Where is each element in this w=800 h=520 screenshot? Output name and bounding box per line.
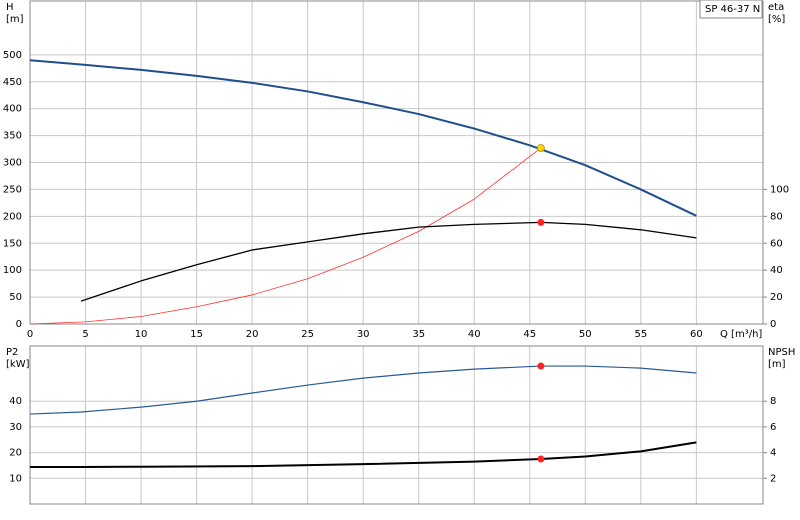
- y-axis-label: [m]: [6, 14, 24, 25]
- curve: [30, 441, 697, 469]
- duty-point: [537, 455, 545, 463]
- curve: [29, 365, 697, 415]
- y2-tick-label: 4: [770, 448, 776, 459]
- y2-axis-label: [m]: [768, 359, 786, 370]
- x-tick-label: 45: [523, 329, 536, 340]
- y-axis-label: H: [6, 2, 14, 13]
- curve: [29, 59, 697, 217]
- y2-tick-label: 20: [770, 292, 783, 303]
- y-tick-label: 500: [3, 50, 22, 61]
- legend-box: [699, 0, 763, 19]
- y-tick-label: 20: [9, 448, 22, 459]
- y-tick-label: 10: [9, 473, 22, 484]
- y2-tick-label: 6: [770, 422, 776, 433]
- x-tick-label: 30: [357, 329, 370, 340]
- plot-frame: [29, 345, 764, 505]
- x-tick-label: 50: [579, 329, 592, 340]
- y-axis-label: [kW]: [6, 359, 30, 370]
- curve: [80, 221, 697, 302]
- x-tick-label: 35: [412, 329, 425, 340]
- plot-frame: [29, 0, 764, 325]
- y2-axis-label: [%]: [768, 14, 785, 25]
- y2-tick-label: 0: [770, 319, 776, 330]
- y-tick-label: 400: [3, 104, 22, 115]
- y2-tick-label: 60: [770, 238, 783, 249]
- y-tick-label: 50: [9, 292, 22, 303]
- y-tick-label: 300: [3, 158, 22, 169]
- y-tick-label: 100: [3, 265, 22, 276]
- y2-axis-label: eta: [768, 2, 784, 13]
- x-tick-label: 10: [135, 329, 148, 340]
- y-tick-label: 150: [3, 238, 22, 249]
- y2-tick-label: 80: [770, 211, 783, 222]
- y-tick-label: 40: [9, 396, 22, 407]
- x-tick-label: 60: [690, 329, 703, 340]
- y-tick-label: 200: [3, 211, 22, 222]
- y-tick-label: 0: [16, 319, 22, 330]
- duty-point: [536, 144, 545, 152]
- y2-tick-label: 2: [770, 473, 776, 484]
- x-tick-label: 40: [468, 329, 481, 340]
- duty-point: [537, 362, 545, 370]
- y2-tick-label: 100: [770, 184, 789, 195]
- y-axis-label: P2: [6, 347, 18, 358]
- duty-point: [537, 218, 545, 226]
- y-tick-label: 450: [3, 77, 22, 88]
- y-tick-label: 30: [9, 422, 22, 433]
- y2-tick-label: 40: [770, 265, 783, 276]
- x-tick-label: 55: [634, 329, 647, 340]
- y2-axis-label: NPSH: [768, 347, 795, 358]
- y-tick-label: 350: [3, 131, 22, 142]
- x-tick-label: 0: [27, 329, 33, 340]
- y2-tick-label: 8: [770, 396, 776, 407]
- x-tick-label: 5: [82, 329, 88, 340]
- x-tick-label: 25: [301, 329, 314, 340]
- curve: [29, 147, 542, 325]
- x-tick-label: 20: [246, 329, 259, 340]
- y-tick-label: 250: [3, 184, 22, 195]
- x-axis-label: Q [m³/h]: [720, 329, 762, 340]
- x-tick-label: 15: [190, 329, 203, 340]
- chart-title: SP 46-37 N: [705, 4, 760, 15]
